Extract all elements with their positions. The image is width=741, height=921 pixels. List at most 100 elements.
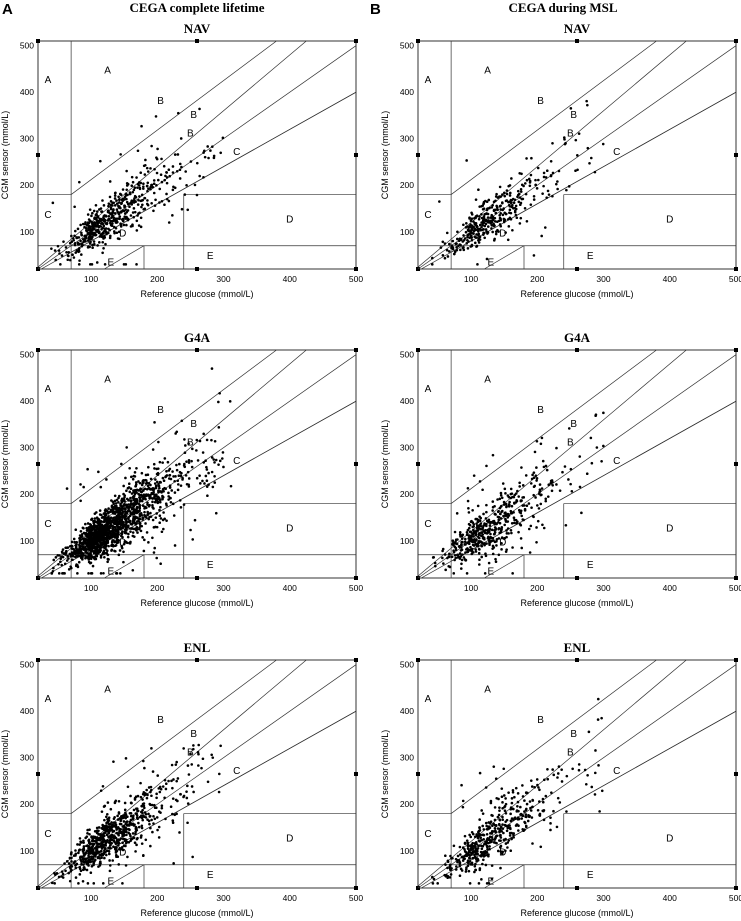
data-point [585, 99, 588, 103]
data-point [502, 767, 506, 771]
frame-marker [354, 153, 358, 157]
data-point [140, 193, 144, 197]
data-point [111, 201, 114, 205]
data-point [117, 553, 121, 557]
data-point [578, 455, 582, 458]
data-point [171, 786, 174, 790]
data-point [107, 822, 111, 826]
data-point [87, 572, 90, 575]
data-point [500, 787, 504, 790]
data-point [569, 482, 572, 486]
data-point [105, 232, 108, 236]
data-point [504, 511, 507, 515]
data-point [63, 862, 66, 865]
data-point [104, 508, 107, 511]
data-point [586, 146, 590, 150]
data-point [555, 483, 558, 486]
data-point [551, 194, 554, 198]
data-point [78, 540, 82, 544]
data-point [497, 515, 501, 519]
zone-label: A [45, 694, 52, 705]
data-point [472, 531, 476, 535]
data-point [67, 251, 71, 254]
data-point [81, 880, 85, 883]
data-point [501, 193, 504, 196]
data-point [493, 838, 497, 841]
data-point [156, 774, 160, 777]
data-point [160, 180, 164, 184]
y-tick-label: 400 [20, 87, 34, 97]
data-point [500, 548, 503, 551]
data-point [497, 797, 500, 801]
data-point [56, 244, 60, 248]
data-point [132, 814, 135, 818]
data-point [112, 219, 115, 222]
data-point [171, 821, 175, 825]
data-point [65, 487, 69, 490]
data-point [515, 499, 519, 503]
data-point [115, 202, 119, 205]
data-point [110, 535, 114, 539]
zone-label: B [567, 747, 574, 758]
zone-label: A [484, 375, 491, 386]
data-point [114, 549, 117, 553]
data-point [483, 236, 486, 240]
data-point [448, 864, 452, 868]
data-point [135, 525, 139, 529]
x-tick-label: 500 [729, 583, 741, 593]
data-point [114, 842, 118, 846]
data-point [186, 470, 190, 474]
data-point [481, 223, 485, 227]
data-point [55, 872, 59, 875]
data-point [131, 190, 135, 194]
data-point [164, 475, 168, 478]
data-point [90, 539, 93, 543]
frame-marker [36, 153, 40, 157]
data-point [81, 850, 85, 853]
data-point [210, 367, 214, 370]
zone-label: A [45, 384, 52, 395]
data-point [151, 448, 155, 451]
data-point [482, 207, 486, 210]
data-point [206, 780, 210, 784]
zone-label: E [488, 876, 495, 887]
data-point [112, 521, 116, 525]
data-point [102, 538, 106, 541]
data-point [54, 258, 58, 262]
data-point [139, 512, 143, 515]
data-point [120, 513, 124, 516]
data-point [508, 211, 511, 215]
x-tick-label: 300 [216, 583, 230, 593]
data-point [140, 205, 143, 209]
data-point [83, 542, 87, 545]
zone-line [70, 660, 277, 814]
data-point [524, 824, 528, 828]
data-point [126, 815, 129, 818]
frame-marker [416, 39, 420, 43]
zone-label: D [666, 523, 673, 534]
zone-label: B [157, 405, 164, 416]
data-point [122, 484, 125, 488]
data-point [184, 170, 187, 173]
data-point [95, 540, 98, 543]
data-point [122, 550, 125, 554]
data-point [534, 183, 537, 187]
data-point [530, 506, 533, 509]
data-point [128, 205, 131, 209]
data-point [529, 203, 533, 206]
data-point [153, 500, 157, 504]
data-point [498, 809, 501, 812]
data-point [84, 550, 87, 554]
data-point [499, 494, 503, 497]
data-point [513, 493, 517, 497]
data-point [495, 834, 498, 838]
data-point [109, 508, 113, 512]
data-point [160, 806, 164, 810]
x-tick-label: 100 [464, 274, 478, 284]
data-point [522, 518, 525, 522]
data-point [495, 538, 499, 541]
data-point [482, 217, 486, 220]
data-point [131, 477, 135, 481]
data-point [505, 189, 509, 192]
data-point [119, 223, 123, 226]
